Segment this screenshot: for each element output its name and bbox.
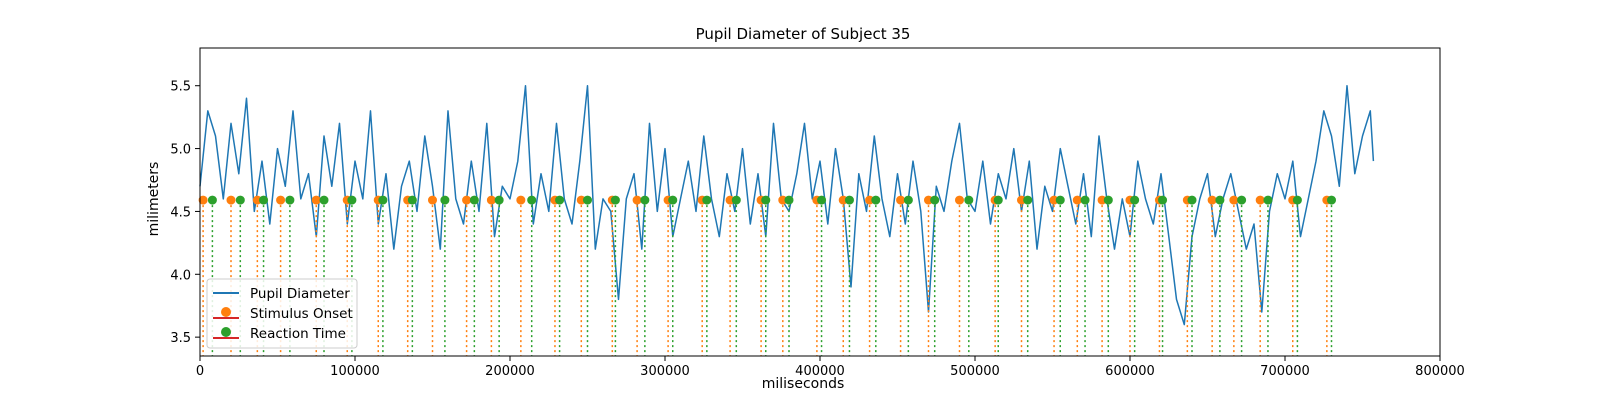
x-tick-label: 100000 <box>330 364 380 379</box>
stimulus-onset-marker <box>428 195 437 205</box>
stimulus-onset-marker <box>576 195 586 205</box>
reaction-time-marker <box>494 195 504 205</box>
reaction-time-marker <box>378 195 388 205</box>
stimulus-onset-marker <box>1097 195 1107 205</box>
reaction-time-marker <box>1158 195 1168 205</box>
reaction-time-marker <box>1130 195 1140 205</box>
stimulus-onset-marker <box>486 195 496 205</box>
legend-stimulus-onset-label: Stimulus Onset <box>250 306 353 322</box>
reaction-time-marker <box>259 195 269 205</box>
legend-reaction-time-label: Reaction Time <box>250 326 346 342</box>
reaction-time-marker <box>440 195 450 205</box>
stimulus-onset-marker <box>1207 195 1217 205</box>
legend-reaction-time-marker <box>221 327 231 337</box>
legend: Pupil Diameter Stimulus Onset Reaction T… <box>206 278 358 349</box>
reaction-time-marker <box>1327 195 1336 205</box>
reaction-time-marker <box>1080 195 1090 205</box>
plot-area <box>198 84 1375 356</box>
reaction-time-marker <box>610 195 620 205</box>
reaction-time-marker <box>407 195 417 205</box>
stimulus-onset-marker <box>838 195 848 205</box>
reaction-time-marker <box>903 195 913 205</box>
stimulus-onset-marker <box>1049 195 1059 205</box>
chart-title: Pupil Diameter of Subject 35 <box>696 25 911 43</box>
reaction-time-marker <box>871 195 881 205</box>
reaction-time-marker <box>1023 195 1033 205</box>
reaction-time-marker <box>761 195 771 205</box>
reaction-time-marker <box>347 195 357 205</box>
x-tick-label: 700000 <box>1260 364 1310 379</box>
reaction-time-marker <box>1292 195 1302 205</box>
stimulus-onset-marker <box>516 195 526 205</box>
stimulus-onset-marker <box>896 195 906 205</box>
y-axis: 3.5 4.0 4.5 5.0 5.5 <box>170 80 200 346</box>
stimulus-onset-marker <box>198 195 208 205</box>
reaction-time-marker <box>1187 195 1197 205</box>
reaction-time-marker <box>235 195 245 205</box>
stimulus-onset-marker <box>1229 195 1239 205</box>
reaction-time-marker <box>1103 195 1113 205</box>
stimulus-onset-marker <box>252 195 262 205</box>
stimulus-onset-marker <box>725 195 735 205</box>
x-tick-label: 600000 <box>1105 364 1155 379</box>
x-tick-label: 400000 <box>795 364 845 379</box>
reaction-time-marker <box>702 195 712 205</box>
stimulus-onset-marker <box>311 195 321 205</box>
reaction-time-marker <box>1237 195 1247 205</box>
legend-pupil-diameter-label: Pupil Diameter <box>250 286 350 302</box>
stimulus-onset-marker <box>1255 195 1265 205</box>
y-tick-label: 4.5 <box>170 205 191 220</box>
reaction-time-marker <box>1263 195 1273 205</box>
reaction-time-marker <box>817 195 827 205</box>
y-tick-label: 5.0 <box>170 143 191 158</box>
reaction-time-marker <box>784 195 794 205</box>
stimulus-onset-marker <box>462 195 472 205</box>
stimulus-onset-marker <box>1017 195 1026 205</box>
stimulus-onset-marker <box>955 195 964 205</box>
stimulus-onset-marker <box>865 195 875 205</box>
legend-box <box>206 278 358 349</box>
y-tick-label: 4.0 <box>170 268 191 283</box>
reaction-time-marker <box>555 195 565 205</box>
stimulus-onset-marker <box>778 195 788 205</box>
x-tick-label: 0 <box>196 364 204 379</box>
reaction-time-marker <box>319 195 329 205</box>
reaction-time-marker <box>640 195 650 205</box>
reaction-time-marker <box>731 195 741 205</box>
reaction-time-marker <box>844 195 854 205</box>
reaction-time-marker <box>964 195 974 205</box>
reaction-time-marker <box>993 195 1003 205</box>
y-tick-label: 3.5 <box>170 331 191 346</box>
reaction-time-marker <box>527 195 537 205</box>
stimulus-onset-marker <box>226 195 236 205</box>
x-tick-label: 300000 <box>640 364 690 379</box>
reaction-time-marker <box>1055 195 1065 205</box>
x-tick-label: 800000 <box>1415 364 1465 379</box>
reaction-time-marker <box>930 195 940 205</box>
x-axis-title: miliseconds <box>762 376 845 392</box>
stimulus-onset-marker <box>1072 195 1082 205</box>
reaction-time-marker <box>207 195 217 205</box>
x-tick-label: 200000 <box>485 364 535 379</box>
y-axis-title: milimeters <box>146 162 162 237</box>
reaction-time-marker <box>583 195 592 205</box>
reaction-time-marker <box>1215 195 1225 205</box>
x-tick-label: 500000 <box>950 364 1000 379</box>
y-tick-label: 5.5 <box>170 80 191 95</box>
reaction-time-marker <box>285 195 295 205</box>
reaction-time-marker <box>668 195 678 205</box>
stimulus-onset-marker <box>632 195 642 205</box>
x-axis: 0 100000 200000 300000 400000 500000 600000 700… <box>196 356 1465 379</box>
stimulus-onset-marker <box>276 195 286 205</box>
reaction-time-marker <box>469 195 479 205</box>
legend-stimulus-onset-marker <box>221 307 231 317</box>
stimulus-onset-marker <box>924 195 933 205</box>
